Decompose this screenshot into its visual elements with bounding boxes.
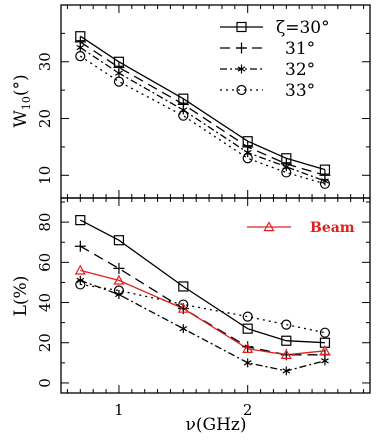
bottom-y-tick-label: 60 <box>36 253 54 272</box>
bottom-point-circle <box>319 327 331 338</box>
bottom-y-tick-label: 40 <box>36 293 54 312</box>
top-y-axis-label-unit: (°) <box>11 74 31 96</box>
bottom-point-triangle <box>280 349 292 360</box>
top-point-circle <box>281 167 292 178</box>
bottom-point-star <box>179 324 188 334</box>
bottom-panel: L(%) ν(GHz) 0 20 40 60 80 1 2 Beam <box>11 197 371 435</box>
bottom-y-tick-label: 80 <box>36 213 54 232</box>
bottom-point-star <box>282 366 291 376</box>
x-axis-label: ν(GHz) <box>186 415 247 435</box>
top-point-circle <box>113 76 125 87</box>
bottom-series-line-star <box>80 279 326 372</box>
bottom-y-axis-label: L(%) <box>11 276 31 317</box>
top-y-tick-label: 10 <box>36 166 54 185</box>
top-ticks: 10 20 30 <box>36 4 370 198</box>
bottom-point-triangle <box>319 345 331 355</box>
top-series-line-star <box>79 47 326 182</box>
top-y-axis-label: W10(°) <box>11 74 33 127</box>
bottom-point-square <box>75 215 86 226</box>
top-point-star <box>76 43 85 53</box>
top-series-markers <box>74 31 331 189</box>
bottom-point-triangle <box>74 264 86 275</box>
bottom-point-circle <box>113 285 125 296</box>
bottom-point-triangle <box>113 274 125 285</box>
top-legend: ζ=30°31°32°33° <box>220 18 330 101</box>
bottom-series-markers <box>74 215 331 376</box>
bottom-point-square <box>281 335 292 346</box>
bottom-y-tick-label: 20 <box>36 333 54 352</box>
bottom-series-line-circle <box>80 283 326 334</box>
legend-label: 33° <box>285 81 315 101</box>
top-point-star <box>115 68 123 78</box>
top-point-star <box>321 176 329 186</box>
bottom-point-square <box>242 323 253 334</box>
legend-marker-beam <box>263 221 275 232</box>
bottom-point-triangle <box>177 302 189 313</box>
bottom-y-tick-label: 0 <box>36 378 54 388</box>
bottom-point-square <box>178 281 189 292</box>
bottom-point-triangle <box>242 343 254 353</box>
bottom-point-circle <box>75 279 86 290</box>
bottom-point-star <box>321 356 329 366</box>
bottom-ticks: 0 20 40 60 80 1 2 <box>36 198 370 419</box>
bottom-series-line-plus <box>79 245 325 356</box>
top-point-circle <box>75 50 86 62</box>
bottom-series-line-square <box>79 219 325 344</box>
bottom-point-circle <box>242 311 253 322</box>
top-point-star <box>179 105 188 115</box>
top-series-line-circle <box>79 55 326 185</box>
top-point-star <box>243 148 252 158</box>
legend-label: 31° <box>285 39 315 59</box>
top-y-tick-label: 30 <box>36 52 54 71</box>
top-series-lines <box>79 35 326 185</box>
x-tick-label: 2 <box>243 401 253 419</box>
bottom-legend: Beam <box>247 220 355 236</box>
bottom-series-lines <box>79 219 326 372</box>
top-y-axis-label-main: W <box>11 110 31 128</box>
top-series-line-plus <box>79 41 326 176</box>
top-y-tick-label: 20 <box>36 109 54 128</box>
bottom-series-line-triangle <box>80 269 325 356</box>
x-tick-label: 1 <box>114 401 124 419</box>
legend-label-beam: Beam <box>310 220 355 236</box>
legend-label: ζ=30° <box>276 18 330 38</box>
top-point-circle <box>319 178 331 189</box>
legend-marker-square <box>236 21 247 33</box>
bottom-point-star <box>243 358 252 368</box>
top-series-line-square <box>79 35 326 171</box>
bottom-panel-frame <box>60 197 371 394</box>
bottom-point-plus <box>113 262 125 274</box>
legend-label: 32° <box>285 60 315 80</box>
top-point-circle <box>242 153 253 164</box>
legend-marker-circle <box>236 84 247 96</box>
legend-marker-star <box>237 64 246 74</box>
bottom-point-square <box>113 235 125 246</box>
bottom-point-plus <box>74 240 86 252</box>
bottom-point-circle <box>178 299 189 310</box>
top-point-circle <box>178 110 189 121</box>
legend-marker-plus <box>236 42 247 54</box>
bottom-point-circle <box>281 319 292 330</box>
top-y-axis-label-subscript: 10 <box>20 96 33 110</box>
